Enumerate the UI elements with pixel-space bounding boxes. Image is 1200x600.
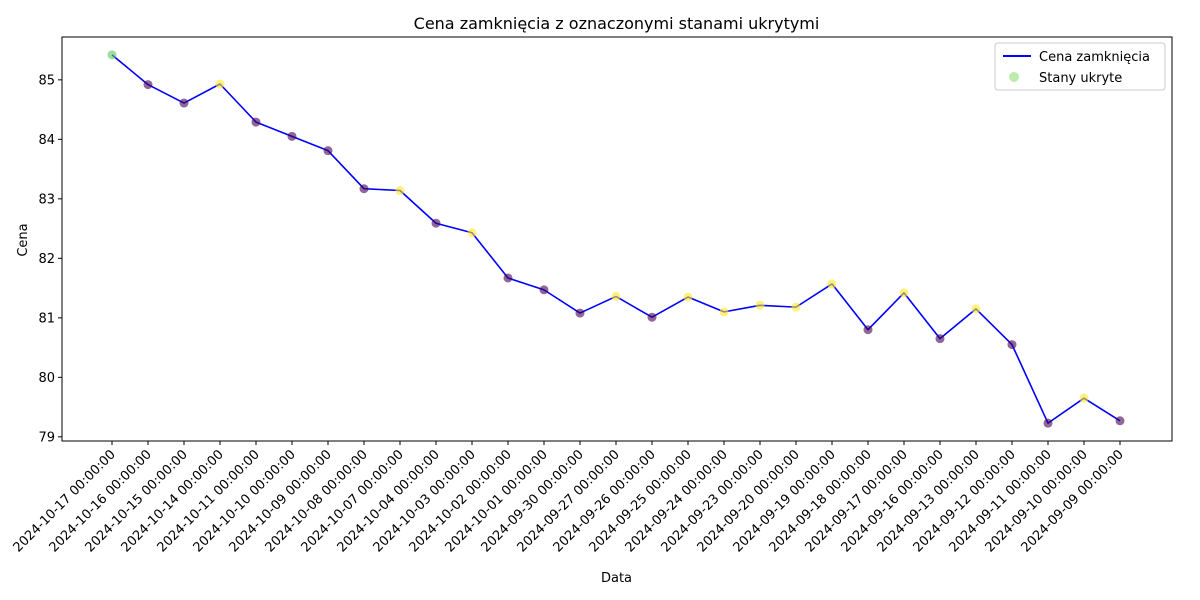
legend-label-scatter: Stany ukryte [1039,71,1122,86]
state-point [683,292,693,302]
state-point [287,131,297,141]
state-point [251,117,261,127]
state-point [359,184,369,194]
state-point [899,288,909,298]
state-point [539,285,549,295]
state-point [611,291,621,301]
state-point [467,228,477,238]
legend: Cena zamknięcia Stany ukryte [994,42,1166,91]
y-tick-label: 80 [38,371,55,386]
state-point [503,273,513,283]
y-axis-title: Cena [16,223,31,256]
state-point [755,300,765,310]
plot-frame [61,36,1173,442]
state-point [395,186,405,196]
hidden-state-points [107,50,1125,428]
state-point [215,79,225,89]
state-point [1079,393,1089,403]
legend-label-line: Cena zamknięcia [1039,50,1150,65]
state-point [1115,416,1125,426]
state-point [971,304,981,314]
y-tick-label: 82 [38,252,55,267]
y-axis: 79 80 81 82 83 84 85 [38,73,62,445]
y-tick-label: 81 [38,311,55,326]
legend-swatch-scatter [1009,72,1019,82]
state-point [719,307,729,317]
state-point [107,50,117,60]
state-point [1007,340,1017,350]
state-point [143,80,153,90]
y-tick-label: 85 [38,73,55,88]
state-point [323,146,333,156]
y-tick-label: 84 [38,133,55,148]
state-point [827,279,837,289]
state-point [431,218,441,228]
state-point [863,325,873,335]
y-tick-label: 83 [38,192,55,207]
legend-box [994,42,1166,91]
state-point [179,98,189,108]
x-axis-title: Data [601,571,632,586]
state-point [575,308,585,318]
state-point [1043,418,1053,428]
state-point [791,302,801,312]
state-point [935,334,945,344]
y-tick-label: 79 [38,430,55,445]
state-point [647,312,657,322]
plot-area [62,37,1172,441]
chart-title: Cena zamknięcia z oznaczonymi stanami uk… [414,14,820,33]
